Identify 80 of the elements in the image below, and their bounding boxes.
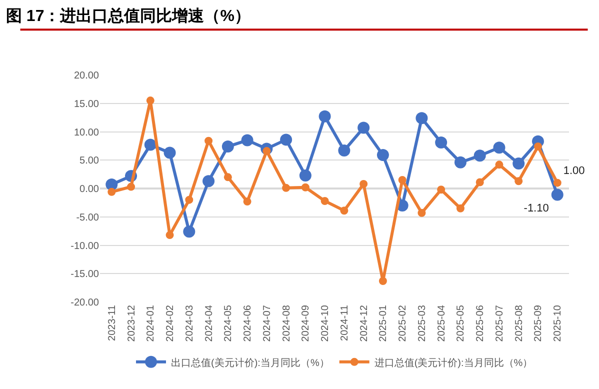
x-tick-label: 2024-10 xyxy=(320,304,332,342)
point xyxy=(224,173,232,182)
point xyxy=(476,178,484,186)
point xyxy=(340,206,348,215)
point xyxy=(435,136,448,149)
data-label: 1.00 xyxy=(563,165,585,178)
point xyxy=(164,146,176,159)
point xyxy=(204,136,213,145)
x-tick-label: 2024-07 xyxy=(262,304,273,342)
point xyxy=(222,140,234,153)
point xyxy=(202,175,215,188)
point xyxy=(108,188,116,196)
y-tick-label: 0.00 xyxy=(80,184,100,195)
point xyxy=(146,96,154,105)
point xyxy=(280,134,292,146)
legend-label: 进口总值(美元计价):当月同比（%） xyxy=(374,356,533,369)
x-tick-label: 2024-03 xyxy=(184,304,196,342)
x-tick-label: 2024-08 xyxy=(281,304,292,342)
y-tick-label: -10.00 xyxy=(70,240,100,252)
x-tick-label: 2025-03 xyxy=(416,304,428,342)
x-tick-label: 2024-11 xyxy=(339,304,350,341)
point xyxy=(378,277,387,285)
point xyxy=(376,149,389,162)
x-tick-label: 2025-06 xyxy=(475,304,486,342)
x-tick-label: 2023-11 xyxy=(106,304,118,341)
point xyxy=(512,158,525,170)
point xyxy=(553,178,562,187)
point xyxy=(495,160,504,169)
x-tick-label: 2025-04 xyxy=(436,304,448,342)
point xyxy=(241,134,254,146)
point xyxy=(320,196,329,205)
x-tick-label: 2025-09 xyxy=(533,304,544,342)
x-tick-label: 2023-12 xyxy=(126,304,138,342)
y-tick-label: 15.00 xyxy=(74,98,100,110)
point xyxy=(454,156,466,168)
point xyxy=(166,231,174,240)
point xyxy=(358,122,370,134)
x-tick-label: 2025-08 xyxy=(514,304,525,342)
x-tick-label: 2024-02 xyxy=(165,304,176,342)
point xyxy=(360,180,368,188)
y-tick-label: -15.00 xyxy=(70,269,100,280)
y-tick-label: 5.00 xyxy=(80,156,100,167)
x-tick-label: 2025-10 xyxy=(552,304,564,342)
y-tick-label: -20.00 xyxy=(70,298,100,308)
point xyxy=(127,182,136,191)
point xyxy=(301,183,310,192)
point xyxy=(534,142,542,151)
x-tick-label: 2025-05 xyxy=(456,304,467,342)
point xyxy=(456,204,464,212)
point xyxy=(474,150,486,162)
point xyxy=(437,186,446,194)
point xyxy=(338,144,350,156)
legend-label: 出口总值(美元计价):当月同比（%） xyxy=(171,356,330,369)
y-tick-label: 20.00 xyxy=(74,70,100,82)
point xyxy=(551,188,564,201)
y-tick-label: -5.00 xyxy=(76,212,100,224)
point xyxy=(282,184,290,192)
data-label: -1.10 xyxy=(524,202,549,214)
x-tick-label: 2024-04 xyxy=(204,304,215,342)
point xyxy=(185,196,194,204)
point xyxy=(144,138,156,151)
point xyxy=(183,226,196,238)
x-tick-label: 2024-12 xyxy=(358,304,370,342)
x-tick-label: 2025-01 xyxy=(378,304,390,342)
point xyxy=(416,112,428,124)
x-tick-label: 2024-06 xyxy=(242,304,254,342)
point xyxy=(398,176,406,184)
point xyxy=(299,169,312,182)
point xyxy=(318,110,331,122)
point xyxy=(418,208,426,217)
x-tick-label: 2024-01 xyxy=(146,304,157,342)
point xyxy=(243,198,252,206)
chart-title: 图 17：进出口总值同比增速（%） xyxy=(6,6,250,25)
point xyxy=(514,177,523,186)
x-tick-label: 2025-07 xyxy=(494,304,506,342)
point xyxy=(493,142,506,154)
x-tick-label: 2024-05 xyxy=(223,304,234,342)
y-tick-label: 10.00 xyxy=(74,127,100,138)
x-tick-label: 2024-09 xyxy=(300,304,312,342)
x-tick-label: 2025-02 xyxy=(398,304,409,342)
